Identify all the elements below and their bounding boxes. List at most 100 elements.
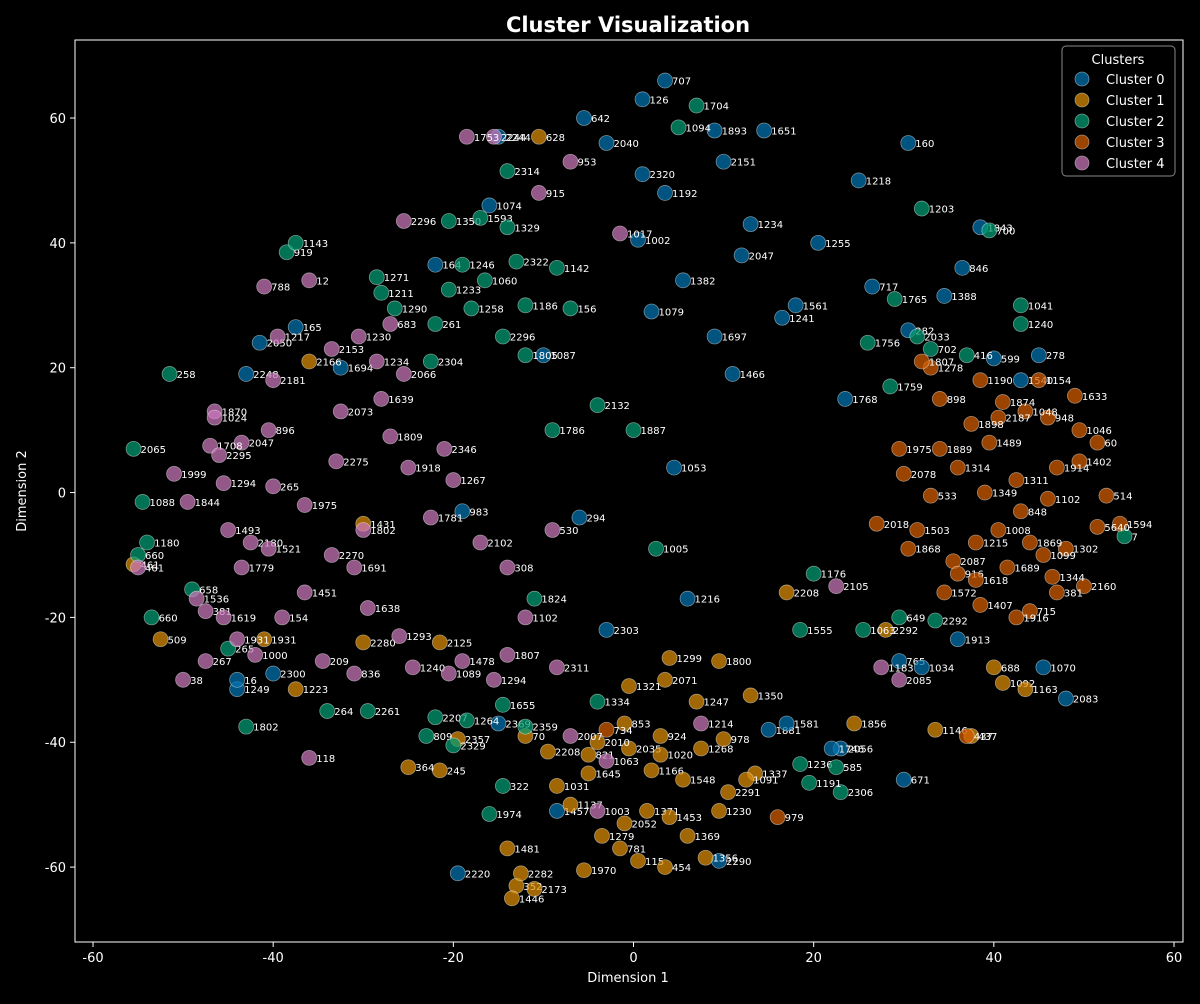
point-cluster-4-28 (188, 590, 205, 607)
point-label: 2181 (280, 376, 305, 387)
point-label: 1063 (613, 757, 638, 768)
point-cluster-2-3 (440, 213, 457, 229)
point-label: 2306 (848, 788, 873, 799)
point-label: 1807 (929, 357, 954, 368)
point-label: 1913 (965, 635, 990, 646)
point-cluster-4-26 (260, 540, 277, 557)
point-label: 1594 (1127, 520, 1152, 531)
point-label: 1000 (262, 651, 287, 662)
point-cluster-3-8 (1008, 609, 1025, 626)
point-cluster-2-49 (1012, 316, 1029, 332)
point-cluster-3-26 (931, 391, 948, 407)
point-label: 649 (906, 613, 925, 624)
point-label: 5640 (1104, 523, 1129, 534)
point-label: 70 (532, 732, 545, 743)
point-cluster-1-36 (431, 762, 448, 779)
point-label: 1697 (722, 333, 747, 344)
point-cluster-4-38 (346, 559, 363, 576)
point-cluster-3-17 (1089, 434, 1106, 451)
point-cluster-4-52 (382, 428, 399, 445)
point-label: 979 (785, 813, 804, 824)
point-cluster-2-21 (517, 347, 534, 364)
point-label: 1548 (690, 776, 715, 787)
point-cluster-0-35 (666, 459, 682, 476)
point-label: 2295 (226, 451, 251, 462)
point-cluster-3-30 (931, 440, 948, 457)
point-label: 717 (879, 283, 898, 294)
point-cluster-2-34 (418, 728, 435, 744)
point-cluster-1-7 (630, 852, 646, 869)
point-cluster-1-12 (594, 827, 610, 844)
point-cluster-4-13 (265, 372, 282, 389)
point-cluster-4-61 (517, 609, 534, 626)
point-cluster-4-20 (166, 465, 182, 482)
point-label: 2292 (893, 626, 918, 637)
point-cluster-2-65 (526, 590, 543, 607)
x-tick-label: 40 (986, 951, 1003, 966)
point-cluster-1-40 (661, 650, 678, 666)
point-cluster-0-3 (706, 122, 723, 139)
point-cluster-2-17 (463, 300, 480, 317)
point-cluster-0-15 (733, 247, 750, 264)
point-cluster-0-42 (1035, 659, 1052, 676)
point-label: 1809 (397, 432, 422, 443)
point-cluster-1-45 (927, 721, 944, 738)
point-label: 1240 (1028, 320, 1053, 331)
point-cluster-3-24 (994, 394, 1011, 410)
point-label: 1294 (231, 479, 256, 490)
point-cluster-0-17 (675, 272, 691, 289)
point-label: 258 (177, 370, 196, 381)
point-cluster-3-2 (1089, 518, 1106, 535)
point-label: 1088 (150, 498, 175, 509)
point-label: 1008 (1005, 526, 1030, 537)
point-cluster-2-39 (481, 806, 498, 822)
point-cluster-1-15 (661, 809, 678, 826)
point-label: 1215 (983, 538, 1008, 549)
point-label: 2125 (447, 638, 472, 649)
point-cluster-3-9 (972, 597, 989, 613)
legend-entry: Cluster 1 (1106, 94, 1165, 109)
point-label: 1779 (249, 563, 274, 574)
point-label: 2166 (316, 357, 341, 368)
point-cluster-4-71 (828, 578, 845, 595)
point-label: 898 (947, 395, 966, 406)
point-cluster-1-9 (657, 859, 673, 875)
point-cluster-2-26 (139, 534, 155, 551)
point-cluster-0-5 (900, 135, 917, 151)
point-label: 294 (586, 514, 605, 525)
point-label: 2056 (848, 744, 873, 755)
point-cluster-4-33 (175, 671, 191, 688)
point-label: 1329 (514, 223, 539, 234)
point-label: 2304 (438, 357, 463, 368)
point-cluster-2-30 (238, 718, 255, 735)
point-cluster-0-34 (287, 319, 304, 336)
point-label: 700 (996, 226, 1015, 237)
point-label: 1999 (181, 470, 206, 481)
point-label: 846 (969, 264, 988, 275)
point-label: 924 (668, 732, 687, 743)
legend-marker (1074, 71, 1090, 87)
point-label: 2173 (541, 885, 566, 896)
point-cluster-4-7 (269, 328, 286, 345)
point-cluster-2-12 (476, 272, 493, 289)
point-cluster-4-57 (296, 497, 313, 513)
point-label: 1337 (762, 769, 787, 780)
point-label: 1060 (492, 276, 517, 287)
x-tick-label: -40 (263, 951, 284, 966)
point-label: 2035 (636, 744, 661, 755)
point-cluster-2-22 (422, 353, 439, 370)
point-label: 1003 (604, 807, 629, 818)
point-cluster-4-62 (499, 559, 516, 576)
point-cluster-4-64 (562, 728, 579, 744)
point-label: 265 (280, 482, 299, 493)
point-label: 1843 (987, 223, 1012, 234)
point-cluster-4-18 (202, 437, 219, 454)
point-cluster-3-49 (981, 434, 998, 451)
point-label: 1689 (1014, 563, 1039, 574)
point-cluster-2-6 (278, 244, 295, 261)
point-cluster-4-55 (400, 459, 417, 476)
point-label: 1102 (1055, 495, 1080, 506)
